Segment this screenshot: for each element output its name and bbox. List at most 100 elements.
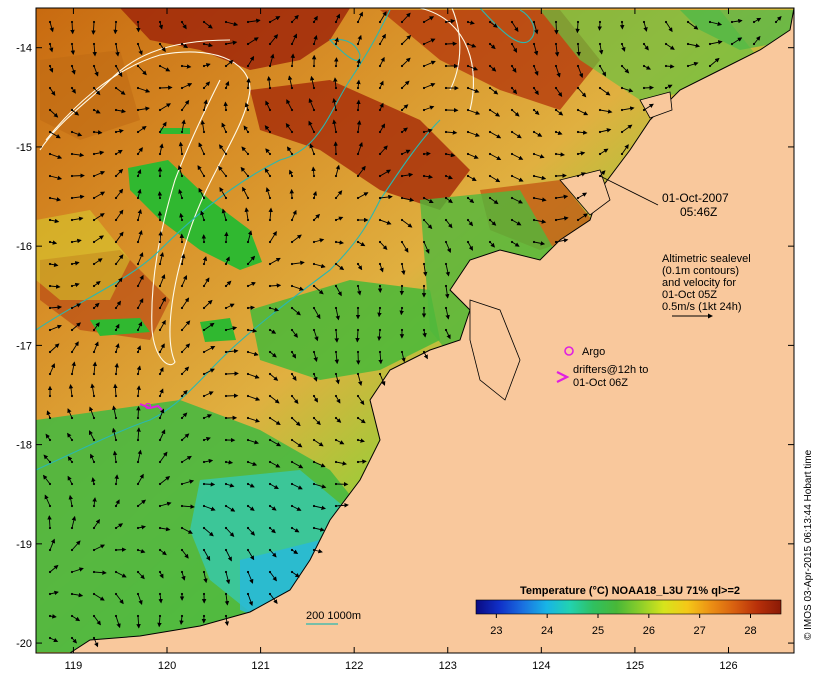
velocity-arrow-origin xyxy=(378,372,382,376)
velocity-arrow-origin xyxy=(158,284,162,288)
velocity-arrow-origin xyxy=(48,262,52,266)
velocity-arrow xyxy=(67,432,73,441)
drifter-marker-icon xyxy=(556,371,570,383)
velocity-arrow xyxy=(599,109,613,114)
velocity-arrow-origin xyxy=(510,152,514,156)
velocity-arrow-origin xyxy=(378,240,382,244)
velocity-arrow xyxy=(597,21,602,31)
velocity-arrow xyxy=(197,165,205,177)
velocity-arrow-origin xyxy=(246,526,250,530)
velocity-arrow-origin xyxy=(48,240,52,244)
argo-legend: Argo xyxy=(564,346,605,358)
velocity-arrow xyxy=(137,87,151,93)
velocity-arrow-origin xyxy=(224,240,228,244)
velocity-arrow-origin xyxy=(444,20,448,24)
velocity-arrow xyxy=(115,300,122,309)
x-tick-label: 123 xyxy=(439,660,457,672)
velocity-arrow-origin xyxy=(532,174,536,178)
velocity-arrow xyxy=(665,64,675,69)
time-pointer-line xyxy=(599,175,659,206)
velocity-arrow-origin xyxy=(312,460,316,464)
velocity-arrow-origin xyxy=(114,372,118,376)
velocity-arrow xyxy=(335,216,344,221)
velocity-arrow-origin xyxy=(136,284,140,288)
velocity-arrow-origin xyxy=(598,86,602,90)
velocity-arrow xyxy=(181,389,188,397)
velocity-arrow xyxy=(203,42,213,48)
velocity-arrow-origin xyxy=(334,438,338,442)
velocity-arrow xyxy=(203,571,208,584)
velocity-arrow-origin xyxy=(224,306,228,310)
velocity-arrow-origin xyxy=(92,614,96,618)
velocity-arrow-origin xyxy=(158,416,162,420)
velocity-arrow xyxy=(357,192,369,199)
velocity-arrow-origin xyxy=(598,42,602,46)
velocity-arrow xyxy=(93,341,99,353)
velocity-arrow-origin xyxy=(334,328,338,332)
colorbar-tick-label: 25 xyxy=(592,625,604,637)
velocity-arrow-origin xyxy=(290,130,294,134)
velocity-arrow xyxy=(444,285,450,299)
velocity-arrow xyxy=(264,168,271,177)
velocity-arrow-origin xyxy=(246,174,250,178)
velocity-arrow-origin xyxy=(224,460,228,464)
velocity-arrow-origin xyxy=(180,108,184,112)
velocity-arrow-origin xyxy=(246,20,250,24)
velocity-arrow xyxy=(49,131,61,139)
velocity-arrow-origin xyxy=(576,64,580,68)
velocity-arrow-origin xyxy=(576,130,580,134)
velocity-arrow-origin xyxy=(532,108,536,112)
velocity-arrow-origin xyxy=(312,482,316,486)
velocity-arrow-origin xyxy=(180,284,184,288)
velocity-arrow xyxy=(445,130,458,135)
velocity-arrow-origin xyxy=(400,174,404,178)
velocity-arrow-origin xyxy=(576,196,580,200)
velocity-arrow-origin xyxy=(268,108,272,112)
velocity-arrow-origin xyxy=(136,64,140,68)
velocity-arrow-origin xyxy=(554,86,558,90)
velocity-arrow xyxy=(159,65,171,72)
velocity-arrow xyxy=(203,345,216,353)
velocity-arrow xyxy=(49,284,61,289)
velocity-arrow-origin xyxy=(334,284,338,288)
velocity-arrow xyxy=(533,175,547,181)
velocity-arrow xyxy=(401,149,411,155)
velocity-arrow xyxy=(643,85,654,90)
velocity-arrow-origin xyxy=(114,262,118,266)
velocity-arrow xyxy=(287,146,293,155)
velocity-arrow xyxy=(554,21,559,35)
velocity-arrow xyxy=(181,571,186,581)
velocity-arrow xyxy=(71,282,80,288)
velocity-arrow xyxy=(445,19,456,24)
velocity-arrow-origin xyxy=(312,20,316,24)
velocity-arrow-origin xyxy=(752,42,756,46)
velocity-arrow-origin xyxy=(180,482,184,486)
velocity-arrow xyxy=(313,285,324,295)
velocity-arrow-origin xyxy=(356,152,360,156)
velocity-arrow xyxy=(71,567,84,573)
velocity-arrow-origin xyxy=(92,328,96,332)
velocity-arrow-origin xyxy=(48,548,52,552)
velocity-arrow xyxy=(665,43,675,50)
velocity-arrow xyxy=(511,197,524,204)
velocity-arrow xyxy=(291,351,297,359)
velocity-arrow-origin xyxy=(444,108,448,112)
velocity-arrow xyxy=(49,305,62,310)
velocity-arrow-origin xyxy=(114,20,118,24)
velocity-arrow xyxy=(264,125,271,133)
velocity-arrow xyxy=(621,43,626,52)
velocity-arrow xyxy=(225,40,238,45)
velocity-arrow-origin xyxy=(136,108,140,112)
x-tick-label: 122 xyxy=(345,660,363,672)
velocity-arrow xyxy=(576,43,581,57)
velocity-arrow xyxy=(467,65,479,71)
velocity-arrow xyxy=(291,285,304,291)
velocity-arrow-origin xyxy=(114,130,118,134)
velocity-arrow-origin xyxy=(70,394,74,398)
velocity-arrow xyxy=(44,494,51,507)
velocity-arrow xyxy=(225,371,239,376)
velocity-arrow xyxy=(49,153,63,159)
velocity-arrow-origin xyxy=(158,196,162,200)
velocity-arrow-origin xyxy=(246,284,250,288)
velocity-arrow-origin xyxy=(180,372,184,376)
